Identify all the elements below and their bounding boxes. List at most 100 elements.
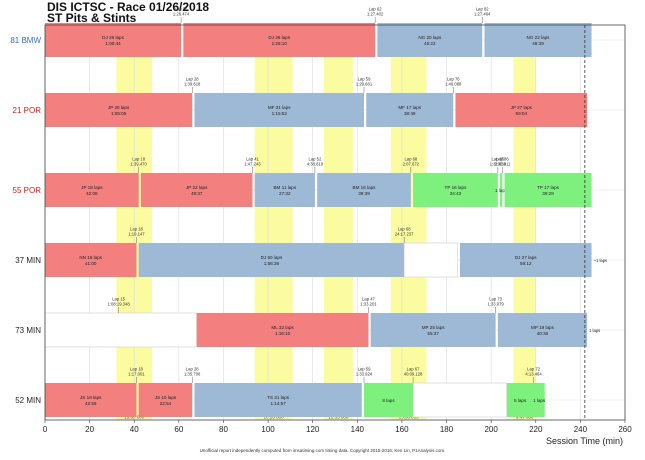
pit-lap: Lap 76 bbox=[447, 77, 460, 82]
stint-bar bbox=[497, 313, 588, 347]
x-tick-label: 200 bbox=[484, 425, 498, 434]
stint-bar bbox=[138, 243, 405, 277]
stint-bar bbox=[317, 173, 411, 207]
stint-label: DJ 27 laps bbox=[515, 255, 537, 260]
tail-label: 1 laps bbox=[589, 328, 600, 333]
stint-label: JP 18 laps bbox=[81, 185, 103, 190]
pit-lap: Lap 47 bbox=[362, 297, 375, 302]
pit-time: 24:17.237 bbox=[395, 232, 414, 237]
x-tick-label: 60 bbox=[174, 425, 183, 434]
stint-bar bbox=[459, 243, 592, 277]
x-tick-label: 0 bbox=[43, 425, 48, 434]
car-label: 73 MIN bbox=[15, 326, 41, 335]
stint-bar bbox=[45, 23, 182, 57]
chart-subtitle: ST Pits & Stints bbox=[47, 11, 137, 25]
caution-band bbox=[513, 25, 536, 420]
stint-time: 40:36 bbox=[537, 331, 549, 336]
x-tick-label: 140 bbox=[351, 425, 365, 434]
stint-time: 1:05:05 bbox=[111, 111, 127, 116]
stint-label: MP 25 laps bbox=[422, 325, 446, 330]
x-tick-label: 260 bbox=[618, 425, 632, 434]
stint-label: JS 18 laps bbox=[80, 395, 102, 400]
stint-bar bbox=[533, 383, 545, 417]
stint-label: JP 28 laps bbox=[108, 105, 130, 110]
x-tick-label: 240 bbox=[574, 425, 588, 434]
plot-frame bbox=[44, 24, 626, 421]
stint-bar bbox=[504, 173, 592, 207]
x-tick-label: 220 bbox=[529, 425, 543, 434]
pit-lap: Lap 18 bbox=[130, 367, 143, 372]
pit-lap: Lap 86 bbox=[496, 157, 509, 162]
pit-lap: Lap 59 bbox=[358, 77, 371, 82]
stint-label: TS 31 laps bbox=[267, 395, 290, 400]
stint-label: NN 18 laps bbox=[79, 255, 102, 260]
stint-bar bbox=[377, 23, 483, 57]
pit-time: 2:00.811 bbox=[494, 162, 511, 167]
stint-bar bbox=[254, 173, 315, 207]
pit-lap: Lap 67 bbox=[407, 367, 420, 372]
stint-bar bbox=[403, 242, 458, 278]
pit-lap: Lap 15 bbox=[112, 297, 125, 302]
caution-band bbox=[323, 25, 353, 420]
pit-lap: Lap 52 bbox=[309, 157, 322, 162]
car-label: 55 POR bbox=[13, 186, 42, 195]
pit-time: 1:17.001 bbox=[128, 372, 145, 377]
pit-lap: Lap 72 bbox=[527, 367, 540, 372]
stint-bar bbox=[45, 173, 139, 207]
stint-bar bbox=[500, 173, 503, 207]
stint-bar bbox=[138, 383, 193, 417]
stint-bar bbox=[413, 173, 498, 207]
stint-time: 59:04 bbox=[516, 111, 528, 116]
stint-label: TP 17 laps bbox=[537, 185, 560, 190]
stint-time: 1:14:57 bbox=[270, 401, 286, 406]
stint-time: 38:49 bbox=[404, 111, 416, 116]
stint-time: 39:39 bbox=[358, 191, 370, 196]
stint-bar bbox=[196, 313, 369, 347]
stint-time: 1:00:44 bbox=[105, 41, 121, 46]
stint-time: 42:08 bbox=[86, 191, 98, 196]
pit-lap: Lap 82 bbox=[476, 7, 489, 12]
pit-time: 1:40.088 bbox=[445, 82, 462, 87]
stint-label: ML 32 laps bbox=[271, 325, 294, 330]
stint-label: MF 31 laps bbox=[268, 105, 291, 110]
stint-label: JP 27 laps bbox=[511, 105, 533, 110]
caution-band bbox=[254, 25, 293, 420]
stint-bar bbox=[364, 383, 414, 417]
x-tick-label: 40 bbox=[130, 425, 139, 434]
stint-label: NG 22 laps bbox=[527, 35, 551, 40]
stint-time: 55:37 bbox=[427, 331, 439, 336]
pit-lap: Lap 68 bbox=[404, 157, 417, 162]
stint-label: 5 laps bbox=[514, 398, 527, 403]
car-label: 81 BMW bbox=[10, 36, 41, 45]
pit-time: 4:13.464 bbox=[525, 372, 542, 377]
pit-lap: Lap 59 bbox=[358, 367, 371, 372]
pit-time: 1:27.402 bbox=[367, 12, 384, 17]
pit-time: 1:39.618 bbox=[184, 82, 201, 87]
pit-time: 40:09.128 bbox=[404, 372, 423, 377]
pit-time: 1:27.464 bbox=[474, 12, 491, 17]
stint-label: 8 laps bbox=[382, 398, 395, 403]
car-label: 37 MIN bbox=[15, 256, 41, 265]
stint-label: MF 17 laps bbox=[398, 105, 421, 110]
stint-time: 34:43 bbox=[450, 191, 462, 196]
pit-lap: Lap 28 bbox=[186, 367, 199, 372]
stint-time: 1:16:10 bbox=[275, 331, 291, 336]
stint-time: 1:26:10 bbox=[272, 41, 288, 46]
stint-time: 59:12 bbox=[520, 261, 532, 266]
pit-time: 1:29.661 bbox=[356, 82, 373, 87]
stint-bar bbox=[45, 243, 137, 277]
tail-label: ~1 laps bbox=[594, 258, 608, 263]
stint-bar bbox=[183, 23, 376, 57]
pit-time: 1:33.924 bbox=[356, 372, 373, 377]
stint-bar bbox=[370, 313, 496, 347]
pit-time: 1:31.659 bbox=[490, 162, 507, 167]
x-tick-label: 100 bbox=[261, 425, 275, 434]
caution-band bbox=[390, 25, 427, 420]
stint-label: JP 22 laps bbox=[186, 185, 208, 190]
pit-lap: Lap 62 bbox=[369, 7, 382, 12]
pit-lap: Lap 18 bbox=[132, 157, 145, 162]
pit-time: 1:26.474 bbox=[173, 12, 190, 17]
pit-lap: Lap 18 bbox=[130, 227, 143, 232]
stint-bar bbox=[506, 383, 534, 417]
